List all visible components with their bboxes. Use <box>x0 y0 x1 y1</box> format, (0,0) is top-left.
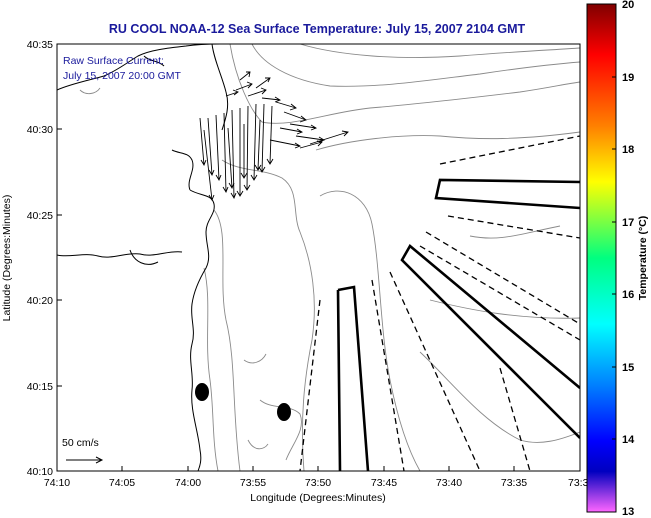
current-annotation-line2: July 15, 2007 20:00 GMT <box>63 70 181 82</box>
scale-arrow <box>66 456 104 464</box>
zone-vertical <box>336 285 370 471</box>
zone-upper-right <box>434 178 580 210</box>
figure-title: RU COOL NOAA-12 Sea Surface Temperature:… <box>109 22 526 36</box>
zone-diagonal <box>400 244 580 439</box>
x-tick-label: 74:00 <box>175 477 201 489</box>
current-annotation-line1: Raw Surface Current: <box>63 55 164 67</box>
y-axis-label: Latitude (Degrees:Minutes) <box>1 195 13 322</box>
y-tick-label: 40:20 <box>27 295 53 307</box>
y-tick-label: 40:25 <box>27 210 53 222</box>
y-tick-label: 40:35 <box>27 39 53 51</box>
colorbar-tick-label: 19 <box>622 72 634 84</box>
station-marker <box>277 403 291 421</box>
y-tick-label: 40:10 <box>27 466 53 478</box>
colorbar-tick-label: 14 <box>622 434 635 446</box>
x-tick-label: 73:50 <box>305 477 331 489</box>
colorbar-tick-label: 15 <box>622 362 634 374</box>
colorbar-tick-label: 20 <box>622 0 634 11</box>
colorbar-tick-label: 18 <box>622 144 634 156</box>
map-plot-area: Raw Surface Current: July 15, 2007 20:00… <box>56 43 581 472</box>
colorbar-tick-label: 16 <box>622 289 634 301</box>
x-tick-label: 73:35 <box>501 477 527 489</box>
x-tick-label: 73:40 <box>436 477 462 489</box>
x-tick-label: 73:55 <box>240 477 266 489</box>
station-marker <box>195 383 209 401</box>
x-tick-label: 74:05 <box>109 477 135 489</box>
x-tick-label: 74:10 <box>44 477 70 489</box>
scale-label: 50 cm/s <box>62 437 99 449</box>
surface-current-vectors <box>199 71 349 202</box>
sampling-zones <box>336 178 580 471</box>
colorbar-tick-label: 13 <box>622 506 634 518</box>
y-axis: 40:35 40:30 40:25 40:20 40:15 40:10 Lati… <box>1 39 62 478</box>
temperature-colorbar: 20 19 18 17 16 15 14 13 Temperature (°C) <box>586 0 649 518</box>
dashed-sector-lines <box>299 135 580 471</box>
x-tick-label: 73:3 <box>568 477 589 489</box>
station-markers <box>195 383 291 421</box>
y-tick-label: 40:15 <box>27 381 53 393</box>
x-tick-label: 73:45 <box>371 477 397 489</box>
x-axis-label: Longitude (Degrees:Minutes) <box>250 492 385 504</box>
x-axis: 74:10 74:05 74:00 73:55 73:50 73:45 73:4… <box>44 466 589 504</box>
coastline <box>57 44 229 471</box>
colorbar-tick-label: 17 <box>622 217 634 229</box>
colorbar-label: Temperature (°C) <box>637 216 649 301</box>
y-tick-label: 40:30 <box>27 124 53 136</box>
